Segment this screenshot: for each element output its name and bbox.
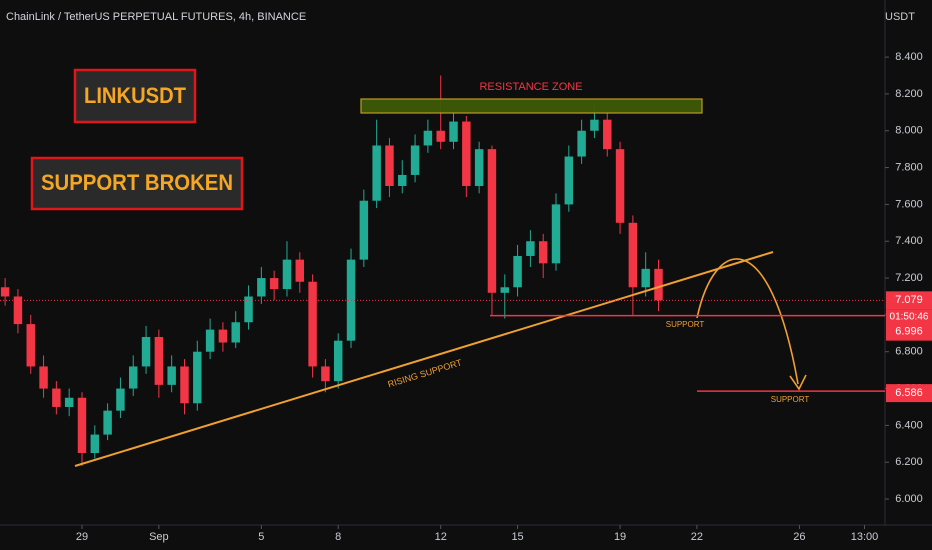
y-tick-label: 7.400 [895, 235, 923, 247]
y-tick-label: 6.800 [895, 346, 923, 358]
candle-body [231, 322, 240, 343]
candle-body [526, 241, 535, 256]
support-label: SUPPORT [666, 320, 705, 329]
candle-body [167, 366, 176, 385]
y-tick-label: 8.200 [895, 88, 923, 100]
candle-body [244, 296, 253, 323]
candle-body [641, 268, 650, 288]
candle-body [654, 268, 663, 301]
candle-body [26, 324, 35, 367]
candle-body [269, 278, 279, 290]
candle-body [308, 281, 317, 367]
candle-body [449, 121, 458, 142]
x-tick-label: 19 [614, 531, 626, 543]
y-tick-label: 6.000 [895, 493, 923, 505]
current-price-label: 7.079 [895, 294, 923, 306]
candle-body [321, 366, 330, 382]
x-tick-label: 15 [511, 531, 523, 543]
resistance-label: RESISTANCE ZONE [479, 81, 582, 93]
chart-title: ChainLink / TetherUS PERPETUAL FUTURES, … [6, 11, 306, 23]
countdown-label: 01:50:46 [890, 311, 929, 322]
candle-body [474, 149, 484, 186]
current-price-tag [886, 291, 932, 310]
candle-body [603, 119, 612, 150]
support-label: SUPPORT [771, 395, 810, 404]
candle-body [385, 145, 394, 186]
x-tick-label: 22 [691, 531, 703, 543]
candle-body [398, 174, 407, 186]
support-tag [886, 322, 932, 341]
x-tick-label: 8 [335, 531, 341, 543]
candle-body [282, 259, 292, 290]
x-tick-label: 5 [258, 531, 264, 543]
candle-body [564, 156, 574, 205]
rising-support-line [74, 251, 774, 467]
x-tick-label: 13:00 [851, 531, 879, 543]
support-price-label: 6.586 [895, 387, 923, 399]
symbol-text: LINKUSDT [84, 83, 187, 108]
candle-body [333, 340, 343, 382]
candle-body [0, 287, 10, 297]
candle-body [487, 149, 497, 293]
candle-body [116, 388, 125, 411]
status-text: SUPPORT BROKEN [41, 170, 233, 195]
currency-label: USDT [885, 11, 915, 23]
candle-body [628, 222, 638, 288]
y-tick-label: 7.600 [895, 198, 923, 210]
symbol-box [73, 68, 197, 124]
candle-body [193, 351, 202, 404]
candle-body [205, 329, 215, 352]
arrow-head [789, 374, 807, 391]
x-tick-label: Sep [149, 531, 169, 543]
candle-body [500, 287, 509, 293]
x-tick-label: 26 [793, 531, 805, 543]
resistance-zone [360, 98, 703, 114]
candle-body [295, 259, 305, 282]
candle-body [551, 204, 561, 264]
candle-body [436, 130, 445, 142]
candle-body [90, 434, 100, 453]
candle-body [423, 130, 433, 146]
candle-body [410, 145, 420, 175]
y-tick-label: 7.200 [895, 272, 923, 284]
projection-arrow [696, 258, 799, 385]
y-tick-label: 8.400 [895, 51, 923, 63]
candle-body [154, 336, 164, 385]
candle-body [64, 397, 74, 407]
support-tag [886, 384, 932, 403]
x-tick-label: 12 [435, 531, 447, 543]
candle-body [257, 278, 266, 297]
support-price-label: 6.996 [895, 326, 923, 338]
candle-body [77, 397, 87, 453]
candle-body [462, 121, 471, 186]
candle-body [180, 366, 189, 404]
candle-body [615, 149, 625, 223]
y-tick-label: 6.200 [895, 456, 923, 468]
candle-body [513, 255, 522, 288]
candle-body [13, 296, 23, 325]
candle-body [538, 241, 548, 264]
countdown-tag [886, 309, 932, 325]
y-tick-label: 7.800 [895, 161, 923, 173]
candle-body [590, 119, 599, 131]
x-tick-label: 29 [76, 531, 88, 543]
candle-body [39, 366, 48, 389]
candle-body [372, 145, 381, 201]
candle-body [129, 366, 138, 389]
y-tick-label: 6.400 [895, 419, 923, 431]
y-tick-label: 8.000 [895, 125, 923, 137]
candle-body [359, 200, 369, 260]
candle-body [103, 410, 112, 435]
candle-body [52, 388, 61, 407]
candle-body [577, 130, 586, 157]
candle-body [218, 329, 228, 343]
candle-body [141, 336, 151, 367]
plot [0, 56, 889, 529]
status-box [30, 156, 244, 211]
